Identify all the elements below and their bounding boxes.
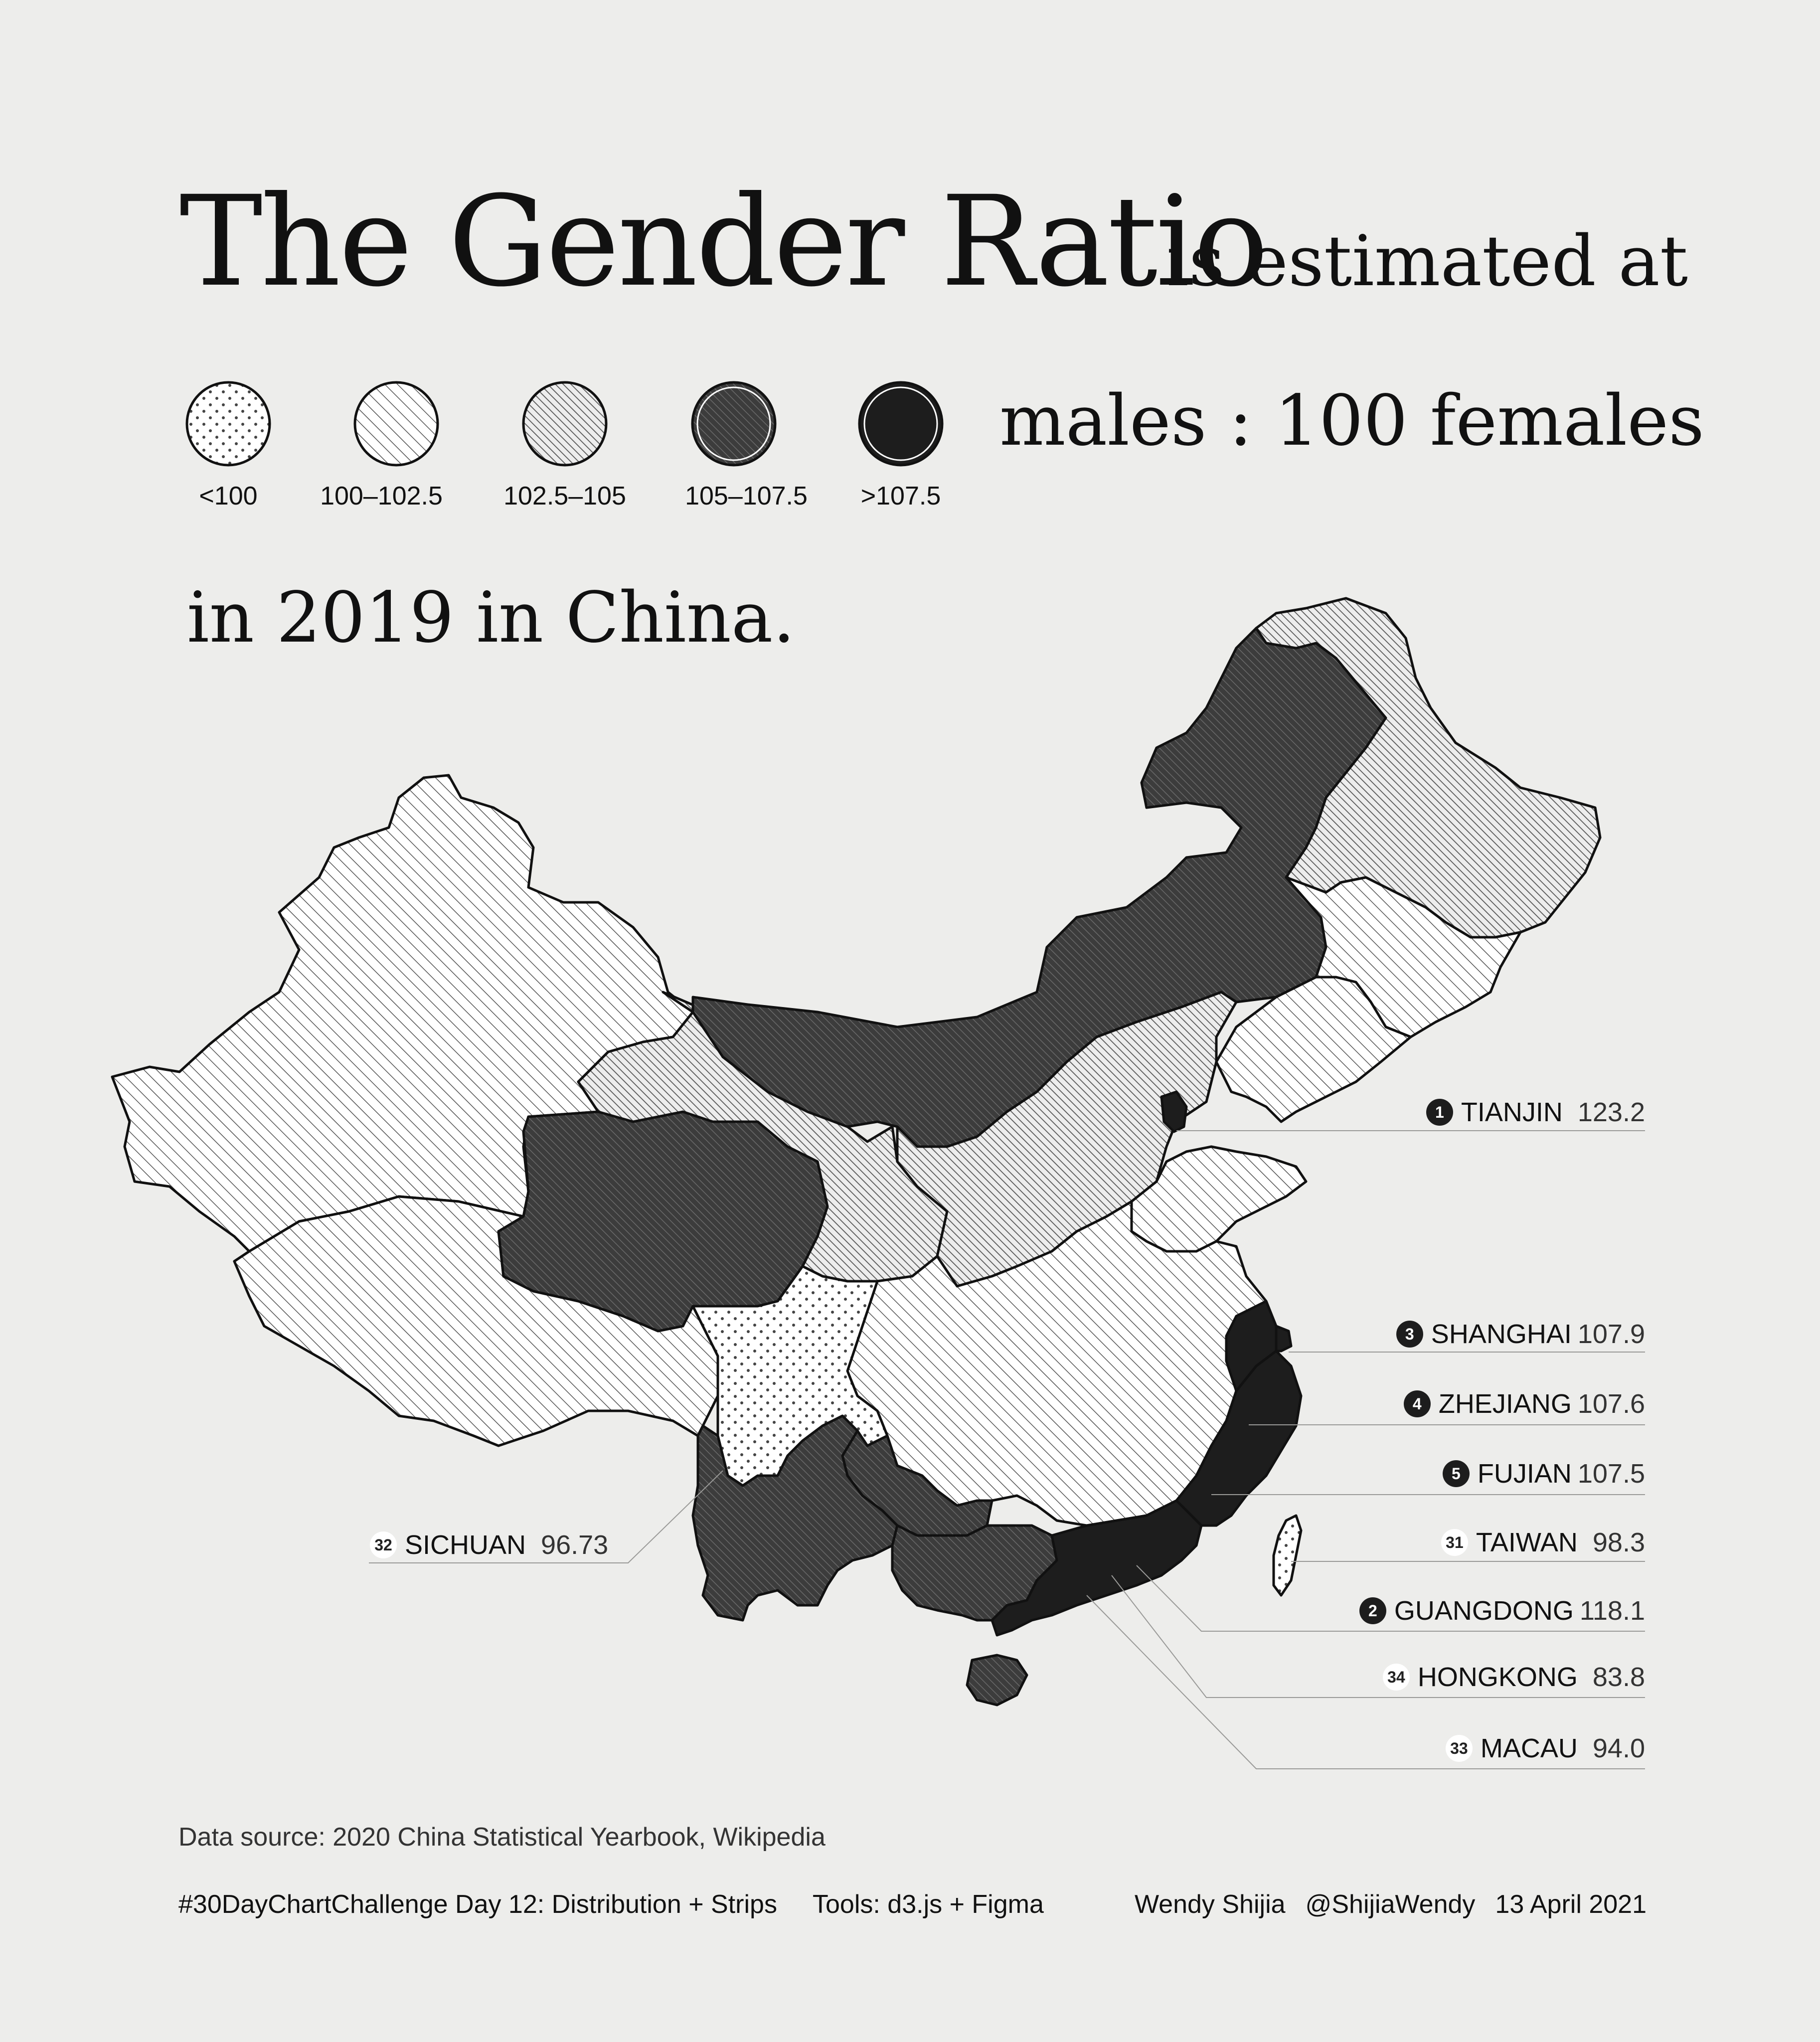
region-hainan (966, 1654, 1028, 1706)
ratio-value: 118.1 (1579, 1596, 1645, 1626)
legend-label-105-107: 105–107.5 (685, 482, 808, 510)
callout-hongkong: 34 HONGKONG 83.8 (1382, 1662, 1645, 1693)
province-name: FUJIAN (1477, 1459, 1572, 1489)
ratio-value: 107.5 (1577, 1459, 1645, 1489)
region-fujian (1175, 1350, 1303, 1527)
callout-tianjin: 1 TIANJIN 123.2 (1426, 1097, 1645, 1128)
publish-date: 13 April 2021 (1495, 1890, 1647, 1919)
province-name: SHANGHAI (1431, 1319, 1572, 1349)
province-name: TAIWAN (1476, 1528, 1578, 1557)
footer-tools: Tools: d3.js + Figma (813, 1890, 1044, 1919)
province-name: TIANJIN (1461, 1097, 1563, 1127)
callout-fujian: 5 FUJIAN 107.5 (1442, 1458, 1645, 1489)
ratio-value: 83.8 (1592, 1662, 1645, 1692)
ratio-value: 107.9 (1577, 1319, 1645, 1349)
footer-credits: Wendy Shijia @ShijiaWendy 13 April 2021 (1135, 1889, 1647, 1919)
callout-guangdong: 2 GUANGDONG 118.1 (1359, 1595, 1645, 1626)
legend-label-over-107: >107.5 (860, 482, 941, 510)
title-main: The Gender Ratio (179, 169, 1269, 314)
legend-label-102-105: 102.5–105 (503, 482, 626, 510)
province-name: GUANGDONG (1394, 1596, 1574, 1626)
title-end: in 2019 in China. (187, 577, 795, 659)
leader-guangdong (1136, 1565, 1645, 1632)
legend-swatch-ring (696, 386, 771, 461)
title-ratio-text: males : 100 females (999, 380, 1704, 462)
callout-sichuan: 32 SICHUAN 96.73 (370, 1530, 608, 1560)
rank-badge: 1 (1426, 1099, 1453, 1126)
legend-swatch-ring (863, 386, 938, 461)
author-name: Wendy Shijia (1135, 1890, 1286, 1919)
legend-label-100-102: 100–102.5 (320, 482, 443, 510)
rank-badge: 31 (1441, 1529, 1468, 1556)
legend-swatch-over-107 (858, 381, 944, 467)
ratio-value: 94.0 (1592, 1733, 1645, 1763)
ratio-value: 98.3 (1592, 1528, 1645, 1557)
region-tibet (233, 1195, 719, 1447)
leader-hongkong (1111, 1575, 1645, 1698)
region-taiwan (1272, 1514, 1303, 1597)
legend-swatch-102-105 (522, 381, 608, 467)
region-guangdong (991, 1499, 1203, 1637)
ratio-value: 107.6 (1577, 1389, 1645, 1419)
ratio-value: 123.2 (1577, 1097, 1645, 1127)
rank-badge: 34 (1382, 1664, 1410, 1691)
leader-macau (1086, 1595, 1645, 1769)
china-map (111, 597, 1602, 1706)
region-tianjin (1160, 1090, 1188, 1133)
province-name: ZHEJIANG (1438, 1389, 1572, 1419)
legend-swatch-100-102 (353, 381, 439, 467)
rank-badge: 33 (1445, 1735, 1473, 1762)
province-name: SICHUAN (405, 1530, 526, 1560)
callout-zhejiang: 4 ZHEJIANG 107.6 (1403, 1388, 1645, 1419)
callout-shanghai: 3 SHANGHAI 107.9 (1396, 1319, 1645, 1350)
ratio-value: 96.73 (541, 1530, 609, 1560)
rank-badge: 5 (1442, 1460, 1470, 1487)
legend-swatch-under-100 (185, 381, 271, 467)
leader-lines (369, 1130, 1645, 1769)
callout-macau: 33 MACAU 94.0 (1445, 1733, 1645, 1764)
rank-badge: 2 (1359, 1597, 1386, 1624)
province-name: MACAU (1480, 1733, 1578, 1763)
author-handle: @ShijiaWendy (1305, 1890, 1476, 1919)
legend-swatch-105-107 (691, 381, 777, 467)
region-zhejiang (1225, 1300, 1278, 1392)
rank-badge: 32 (370, 1532, 397, 1558)
region-liaoning (1215, 976, 1412, 1123)
data-source: Data source: 2020 China Statistical Year… (178, 1823, 826, 1852)
callout-taiwan: 31 TAIWAN 98.3 (1441, 1527, 1645, 1558)
rank-badge: 3 (1396, 1321, 1423, 1348)
title-tail: is estimated at (1166, 221, 1688, 302)
footer-challenge: #30DayChartChallenge Day 12: Distributio… (178, 1890, 777, 1919)
legend (185, 381, 944, 467)
leader-sichuan (369, 1470, 723, 1563)
rank-badge: 4 (1403, 1390, 1431, 1417)
region-shanghai (1275, 1325, 1293, 1353)
province-name: HONGKONG (1417, 1662, 1578, 1692)
legend-label-under-100: <100 (199, 482, 258, 510)
